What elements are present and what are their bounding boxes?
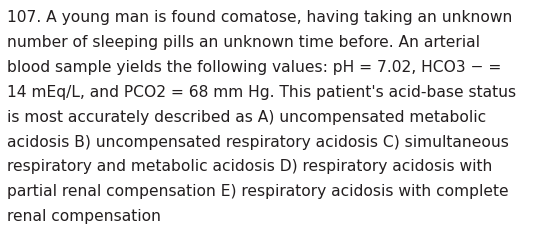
Text: renal compensation: renal compensation [7,208,161,223]
Text: partial renal compensation E) respiratory acidosis with complete: partial renal compensation E) respirator… [7,183,508,198]
Text: 107. A young man is found comatose, having taking an unknown: 107. A young man is found comatose, havi… [7,10,512,25]
Text: blood sample yields the following values: pH = 7.02, HCO3 − =: blood sample yields the following values… [7,60,501,75]
Text: 14 mEq/L, and PCO2 = 68 mm Hg. This patient's acid-base status: 14 mEq/L, and PCO2 = 68 mm Hg. This pati… [7,85,516,99]
Text: acidosis B) uncompensated respiratory acidosis C) simultaneous: acidosis B) uncompensated respiratory ac… [7,134,508,149]
Text: number of sleeping pills an unknown time before. An arterial: number of sleeping pills an unknown time… [7,35,480,50]
Text: respiratory and metabolic acidosis D) respiratory acidosis with: respiratory and metabolic acidosis D) re… [7,159,492,174]
Text: is most accurately described as A) uncompensated metabolic: is most accurately described as A) uncom… [7,109,486,124]
